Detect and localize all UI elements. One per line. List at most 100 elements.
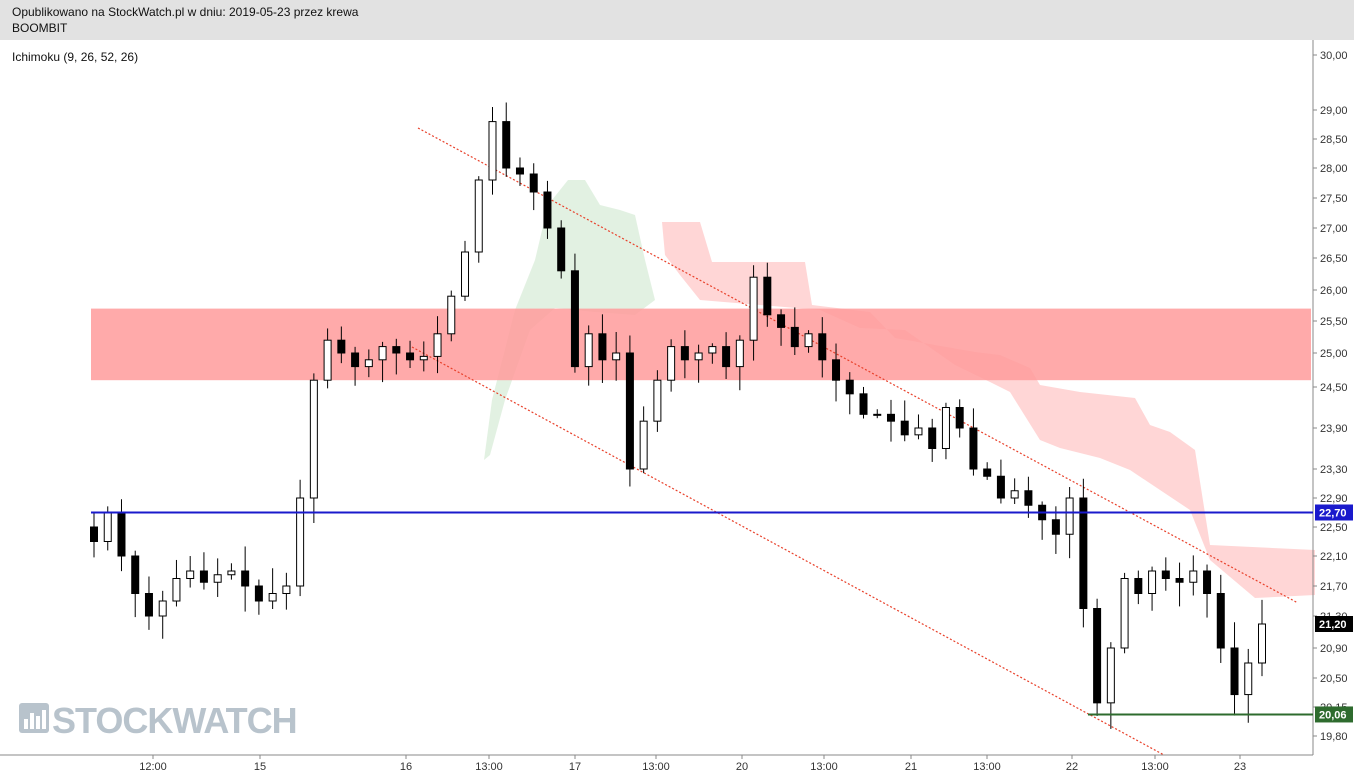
y-tick-label: 23,90: [1320, 423, 1348, 435]
kumo-bearish: [662, 222, 1315, 598]
green-level-label: 20,06: [1319, 709, 1347, 721]
trend-channel: [411, 127, 1299, 756]
x-tick-label: 13:00: [1141, 761, 1169, 773]
candle-up: [419, 355, 428, 361]
x-tick-label: 13:00: [973, 761, 1001, 773]
candle-down: [1051, 519, 1060, 535]
candle-up: [461, 251, 470, 297]
candle-down: [529, 173, 538, 193]
kumo-bullish: [484, 180, 655, 460]
candle-up: [227, 570, 236, 576]
candle-up: [1258, 623, 1266, 664]
y-tick-label: 22,50: [1320, 522, 1348, 534]
candle-down: [1175, 578, 1184, 583]
candle-down: [406, 352, 415, 361]
candle-up: [309, 379, 318, 499]
y-tick-label: 22,10: [1320, 551, 1348, 563]
last-price-label: 21,20: [1319, 619, 1347, 631]
candle-down: [886, 413, 895, 422]
candle-down: [254, 585, 263, 602]
candle-down: [955, 407, 964, 429]
candle-up: [213, 574, 222, 583]
candle-down: [969, 427, 978, 470]
candle-up: [1189, 570, 1198, 583]
candle-up: [1244, 662, 1253, 696]
candle-down: [337, 339, 346, 354]
candle-up: [378, 346, 387, 361]
candle-up: [1065, 497, 1074, 535]
candle-up: [914, 427, 923, 436]
candle-up: [488, 121, 497, 181]
candle-down: [625, 352, 634, 470]
candle-down: [996, 475, 1005, 499]
blue-level-badge: [1315, 504, 1353, 521]
candle-down: [1230, 647, 1239, 696]
y-tick-label: 26,50: [1320, 253, 1348, 265]
candle-up: [186, 570, 195, 579]
y-tick-label: 27,00: [1320, 223, 1348, 235]
candle-up: [873, 413, 882, 416]
watermark-text: STOCKWATCH: [52, 700, 297, 741]
green-level-badge: [1315, 706, 1353, 723]
candle-down: [1093, 608, 1102, 704]
candle-up: [158, 600, 167, 617]
x-tick-label: 15: [254, 761, 266, 773]
candle-down: [557, 227, 566, 272]
candle-down: [351, 352, 360, 368]
y-tick-label: 23,30: [1320, 464, 1348, 476]
channel-lower-line: [411, 346, 1165, 756]
y-tick-label: 28,00: [1320, 163, 1348, 175]
candle-down: [832, 359, 841, 381]
candle-up: [749, 276, 758, 341]
candle-down: [1134, 578, 1143, 594]
candle-up: [1010, 490, 1019, 499]
candle-down: [845, 379, 854, 395]
candle-up: [103, 512, 112, 542]
candle-up: [282, 585, 291, 594]
candle-down: [1203, 570, 1212, 594]
candle-down: [131, 555, 140, 594]
channel-upper-line: [417, 127, 1299, 604]
y-tick-label: 26,00: [1320, 285, 1348, 297]
y-tick-label: 29,00: [1320, 105, 1348, 117]
x-tick-label: 20: [736, 761, 748, 773]
ticker-name: BOOMBIT: [12, 21, 68, 35]
x-tick-label: 22: [1066, 761, 1078, 773]
resistance-zone: [91, 308, 1311, 381]
candle-down: [117, 512, 126, 557]
publication-info: Opublikowano na StockWatch.pl w dniu: 20…: [12, 5, 359, 19]
candle-up: [584, 333, 593, 368]
header-bar: Opublikowano na StockWatch.pl w dniu: 20…: [0, 0, 1354, 40]
candle-down: [1079, 497, 1088, 609]
y-tick-label: 25,00: [1320, 348, 1348, 360]
candle-down: [90, 526, 98, 542]
candle-up: [323, 339, 332, 381]
candle-down: [680, 346, 689, 361]
candle-up: [172, 578, 181, 602]
y-tick-label: 28,50: [1320, 134, 1348, 146]
candle-up: [1106, 647, 1115, 704]
y-tick-label: 30,00: [1320, 50, 1348, 62]
candle-up: [1120, 578, 1129, 649]
candle-down: [1216, 593, 1225, 649]
candle-up: [296, 497, 305, 587]
candle-up: [639, 420, 648, 470]
candle-down: [144, 593, 153, 617]
candle-up: [694, 352, 703, 361]
candle-up: [941, 407, 950, 449]
candle-down: [1024, 490, 1033, 506]
x-tick-label: 21: [905, 761, 917, 773]
candle-down: [790, 326, 799, 348]
x-tick-label: 13:00: [642, 761, 670, 773]
y-tick-label: 20,90: [1320, 643, 1348, 655]
candle-down: [900, 420, 909, 436]
candle-up: [433, 333, 442, 357]
candle-up: [268, 593, 277, 602]
candle-down: [502, 121, 511, 169]
y-tick-label: 21,70: [1320, 581, 1348, 593]
blue-level-label: 22,70: [1319, 508, 1347, 520]
x-tick-label: 12:00: [139, 761, 167, 773]
candle-down: [818, 333, 827, 361]
candle-up: [364, 359, 373, 368]
